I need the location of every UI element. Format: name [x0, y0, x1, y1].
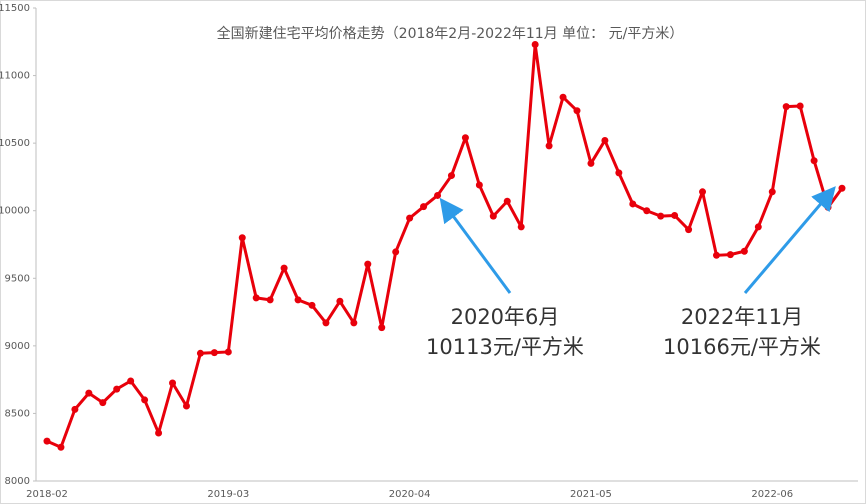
point [629, 200, 637, 208]
point [824, 203, 832, 211]
point [838, 184, 846, 192]
y-tick-label: 11500 [0, 3, 30, 14]
point [252, 294, 260, 302]
annotation: 10166元/平方米 [663, 335, 821, 359]
point [294, 296, 302, 304]
point [280, 264, 288, 272]
y-tick-label: 9000 [5, 341, 30, 352]
point [266, 296, 274, 304]
point [57, 443, 65, 451]
y-tick-label: 10500 [0, 138, 30, 149]
point [85, 389, 93, 397]
point [810, 157, 818, 165]
x-tick-label: 2018-02 [26, 489, 68, 500]
point [461, 134, 469, 142]
point [224, 348, 232, 356]
point [685, 226, 693, 234]
point [643, 207, 651, 215]
point [782, 103, 790, 111]
point [71, 405, 79, 413]
point [726, 251, 734, 259]
point [740, 247, 748, 255]
x-tick-label: 2021-05 [570, 489, 612, 500]
point [601, 136, 609, 144]
y-tick-label: 10000 [0, 206, 30, 217]
x-tick-label: 2020-04 [389, 489, 431, 500]
x-tick-label: 2019-03 [207, 489, 249, 500]
point [796, 102, 804, 110]
x-tick-label: 2022-06 [751, 489, 793, 500]
point [503, 197, 511, 205]
y-tick-label: 9500 [5, 273, 30, 284]
point [475, 181, 483, 189]
annotation-arrow [743, 186, 836, 294]
point [378, 324, 386, 332]
annotation: 2020年6月 [451, 305, 560, 329]
point [127, 377, 135, 385]
chart-title: 全国新建住宅平均价格走势（2018年2月-2022年11月 单位： 元/平方米） [217, 25, 684, 42]
point [308, 301, 316, 309]
point [196, 349, 204, 357]
point [155, 429, 163, 437]
point [182, 402, 190, 410]
point [712, 251, 720, 259]
point [754, 223, 762, 231]
point [434, 191, 442, 199]
annotation: 2022年11月 [681, 305, 803, 329]
y-tick-label: 8000 [5, 476, 30, 487]
point [322, 319, 330, 327]
point [517, 223, 525, 231]
point [336, 297, 344, 305]
point [545, 142, 553, 150]
point [768, 188, 776, 196]
y-tick-label: 11000 [0, 71, 30, 82]
point [587, 159, 595, 167]
annotation: 10113元/平方米 [426, 335, 584, 359]
point [210, 349, 218, 357]
point [489, 212, 497, 220]
point [559, 93, 567, 101]
y-tick-label: 8500 [5, 408, 30, 419]
point [99, 399, 107, 407]
point [406, 214, 414, 222]
point [238, 234, 246, 242]
point [364, 260, 372, 268]
line [46, 42, 844, 449]
point [392, 248, 400, 256]
annotation-arrow [439, 197, 512, 294]
point [671, 211, 679, 219]
point [43, 437, 51, 445]
point [573, 107, 581, 115]
point [531, 40, 539, 48]
point [113, 385, 121, 393]
point [350, 319, 358, 327]
point [447, 172, 455, 180]
point [420, 203, 428, 211]
point [169, 379, 177, 387]
point [615, 169, 623, 177]
point [141, 396, 149, 404]
point [699, 188, 707, 196]
point [657, 212, 665, 220]
